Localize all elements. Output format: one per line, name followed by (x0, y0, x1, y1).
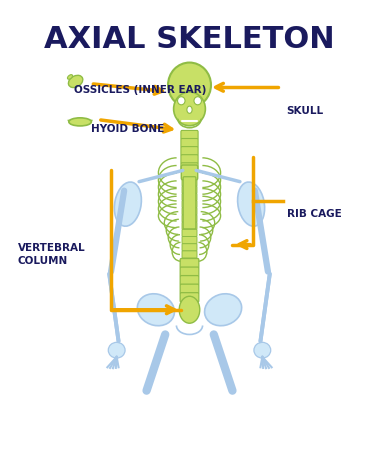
FancyBboxPatch shape (180, 276, 199, 285)
FancyBboxPatch shape (181, 155, 198, 164)
FancyBboxPatch shape (182, 172, 197, 179)
FancyBboxPatch shape (181, 138, 198, 147)
FancyBboxPatch shape (182, 229, 197, 237)
FancyBboxPatch shape (182, 237, 197, 244)
Ellipse shape (67, 75, 72, 79)
FancyBboxPatch shape (180, 293, 199, 302)
Ellipse shape (69, 118, 91, 126)
Ellipse shape (108, 342, 125, 358)
Ellipse shape (174, 92, 205, 126)
FancyBboxPatch shape (182, 251, 197, 258)
FancyBboxPatch shape (183, 177, 196, 229)
FancyBboxPatch shape (180, 258, 199, 268)
FancyBboxPatch shape (181, 165, 198, 180)
FancyBboxPatch shape (182, 244, 197, 251)
Ellipse shape (114, 182, 141, 226)
Ellipse shape (254, 342, 271, 358)
FancyBboxPatch shape (182, 193, 197, 201)
FancyBboxPatch shape (182, 215, 197, 222)
Text: OSSICLES (INNER EAR): OSSICLES (INNER EAR) (74, 86, 206, 96)
Ellipse shape (68, 76, 83, 87)
Ellipse shape (238, 182, 265, 226)
Text: VERTEBRAL
COLUMN: VERTEBRAL COLUMN (18, 243, 85, 266)
Ellipse shape (137, 294, 174, 326)
FancyBboxPatch shape (182, 186, 197, 193)
FancyBboxPatch shape (181, 131, 198, 139)
Ellipse shape (187, 106, 192, 113)
FancyBboxPatch shape (180, 284, 199, 293)
FancyBboxPatch shape (182, 208, 197, 215)
Text: HYOID BONE: HYOID BONE (91, 124, 164, 134)
FancyBboxPatch shape (181, 163, 198, 172)
Ellipse shape (168, 62, 211, 107)
FancyBboxPatch shape (180, 267, 199, 277)
FancyBboxPatch shape (182, 201, 197, 208)
Text: AXIAL SKELETON: AXIAL SKELETON (44, 25, 335, 54)
Ellipse shape (179, 296, 200, 323)
Ellipse shape (194, 97, 202, 105)
Text: RIB CAGE: RIB CAGE (287, 209, 341, 219)
FancyBboxPatch shape (181, 147, 198, 156)
Ellipse shape (177, 97, 185, 105)
FancyBboxPatch shape (182, 222, 197, 229)
Ellipse shape (205, 294, 242, 326)
Text: SKULL: SKULL (287, 106, 324, 116)
FancyBboxPatch shape (182, 179, 197, 186)
